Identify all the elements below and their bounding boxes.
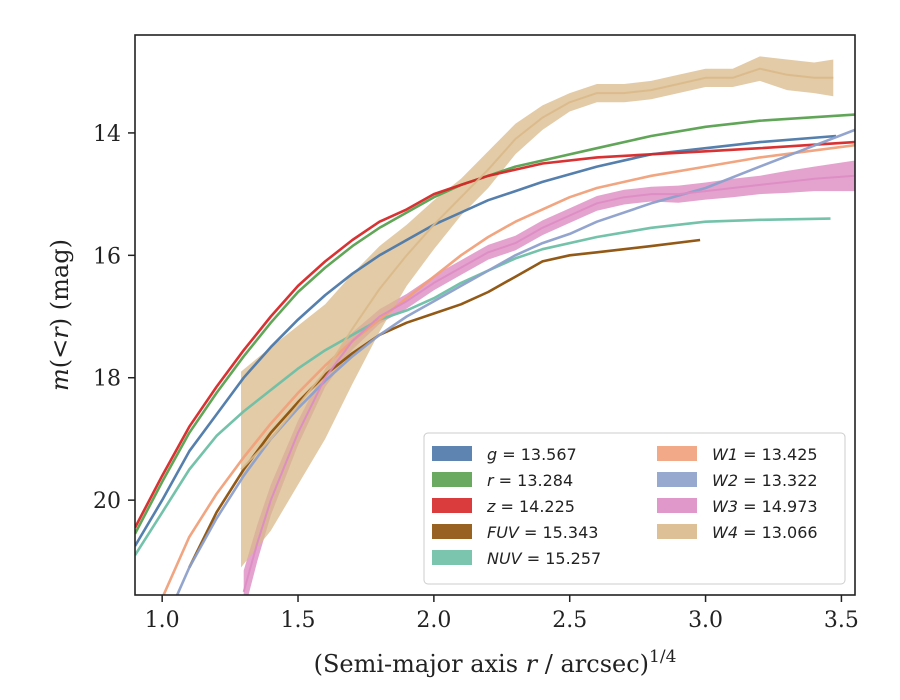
legend-entry-nuv: NUV = 15.257 bbox=[487, 549, 601, 568]
line-nuv bbox=[135, 217, 831, 556]
legend-entry-w3: W3 = 14.973 bbox=[712, 497, 818, 516]
legend-entry-w2: W2 = 13.322 bbox=[712, 471, 818, 490]
band-w4 bbox=[241, 56, 834, 568]
x-axis-label: (Semi-major axis r / arcsec)1/4 bbox=[314, 647, 677, 678]
line-r bbox=[135, 113, 855, 535]
legend-swatch-nuv bbox=[432, 550, 472, 565]
line-w2 bbox=[175, 128, 855, 595]
line-fuv bbox=[188, 238, 701, 569]
line-w4 bbox=[240, 67, 834, 471]
legend-entry-fuv: FUV = 15.343 bbox=[487, 523, 598, 542]
y-tick-label: 20 bbox=[93, 489, 121, 514]
y-tick-label: 18 bbox=[93, 367, 121, 392]
legend-swatch-w3 bbox=[657, 498, 697, 513]
legend-box bbox=[423, 432, 846, 585]
legend-swatch-w1 bbox=[657, 446, 697, 461]
line-w1 bbox=[162, 143, 855, 595]
legend-swatch-w2 bbox=[657, 472, 697, 487]
x-axis-ticks: 1.0 1.5 2.0 2.5 3.0 3.5 bbox=[145, 595, 859, 633]
x-tick-label: 1.5 bbox=[281, 608, 316, 633]
x-tick-label: 2.0 bbox=[416, 608, 451, 633]
plot-frame bbox=[134, 34, 856, 596]
x-tick-label: 1.0 bbox=[145, 608, 180, 633]
legend-entry-w4: W4 = 13.066 bbox=[712, 523, 818, 542]
x-tick-label: 2.5 bbox=[552, 608, 587, 633]
y-axis-label: m(<r) (mag) bbox=[46, 239, 74, 391]
line-z bbox=[135, 140, 855, 529]
line-g bbox=[135, 134, 837, 547]
uncertainty-bands bbox=[241, 56, 855, 595]
y-tick-label: 14 bbox=[93, 122, 121, 147]
legend-entry-z: z = 14.225 bbox=[486, 497, 575, 516]
x-tick-label: 3.5 bbox=[824, 608, 859, 633]
legend-swatch-w4 bbox=[657, 524, 697, 539]
legend-entry-w1: W1 = 13.425 bbox=[712, 445, 818, 464]
line-w3 bbox=[242, 174, 855, 593]
x-tick-label: 3.0 bbox=[688, 608, 723, 633]
legend: g = 13.567 r = 13.284 z = 14.225 FUV = 15.3… bbox=[423, 432, 846, 585]
y-axis-ticks: 14 16 18 20 bbox=[93, 122, 135, 514]
legend-swatch-r bbox=[432, 472, 472, 487]
legend-entry-r: r = 13.284 bbox=[487, 471, 573, 490]
legend-entry-g: g = 13.567 bbox=[487, 445, 577, 464]
legend-swatch-fuv bbox=[432, 524, 472, 539]
series-lines bbox=[135, 67, 855, 595]
legend-swatch-z bbox=[432, 498, 472, 513]
legend-swatch-g bbox=[432, 446, 472, 461]
y-tick-label: 16 bbox=[93, 244, 121, 269]
